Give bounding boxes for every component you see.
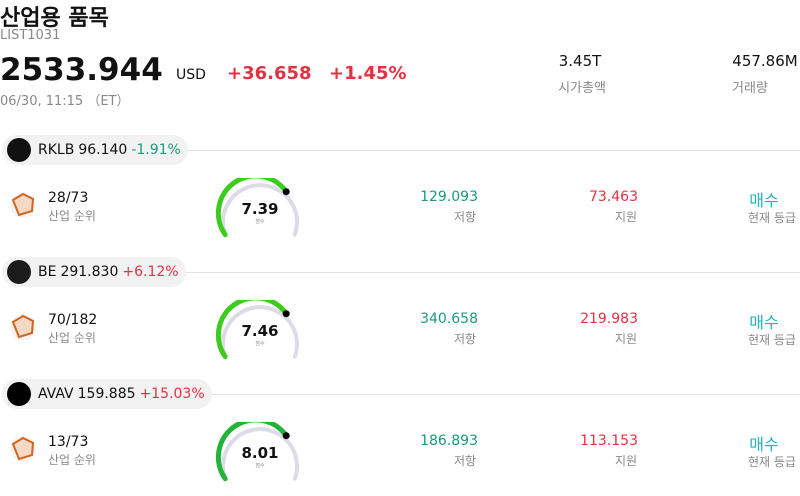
score-label: 점수 <box>255 219 265 225</box>
title: 산업용 품목 <box>0 6 109 31</box>
rank: 70/182 <box>48 312 98 328</box>
stock-logo <box>7 260 31 284</box>
score-gauge <box>215 300 299 360</box>
score-gauge <box>215 178 299 238</box>
stock-pill[interactable]: AVAV 159.885 +15.03% <box>2 379 212 409</box>
rating: 매수 <box>749 191 779 210</box>
stock-price: 96.140 <box>78 142 128 158</box>
score: 7.39 <box>241 200 279 218</box>
score-label: 점수 <box>255 463 265 469</box>
stock-price: 291.830 <box>60 264 119 280</box>
stock-pill[interactable]: BE 291.830 +6.12% <box>2 257 186 287</box>
price: 2533.944 <box>0 52 163 88</box>
rating-label: 현재 등급 <box>748 455 796 469</box>
support-label: 지원 <box>614 332 638 346</box>
resistance-label: 저항 <box>453 332 477 346</box>
rank-label: 산업 순위 <box>48 331 96 345</box>
code: LIST1031 <box>0 28 61 43</box>
stock-pill[interactable]: RKLB 96.140 -1.91% <box>2 135 188 165</box>
stock-change: -1.91% <box>131 142 181 158</box>
stock-section: RKLB 96.140 -1.91% 28/73 산업 순위 7.39 점수 129.093… <box>0 130 800 252</box>
stock-price: 159.885 <box>77 386 136 402</box>
time: 06/30, 11:15 （ET） <box>0 94 130 109</box>
score-label: 점수 <box>255 341 265 347</box>
stat-value: 3.45T <box>558 52 602 70</box>
stat-label: 시가총액 <box>558 81 606 96</box>
rank-icon <box>10 436 36 462</box>
rank-icon <box>10 192 36 218</box>
score-gauge <box>215 422 299 482</box>
support: 73.463 <box>589 189 638 205</box>
resistance-label: 저항 <box>453 454 477 468</box>
stat-label: 거래량 <box>732 81 768 96</box>
resistance: 340.658 <box>420 311 478 327</box>
rank: 28/73 <box>48 190 89 206</box>
rating-label: 현재 등급 <box>748 333 796 347</box>
score: 8.01 <box>241 444 279 462</box>
divider <box>180 272 800 273</box>
support: 219.983 <box>580 311 638 327</box>
rank-label: 산업 순위 <box>48 209 96 223</box>
rating: 매수 <box>749 435 779 454</box>
stat-value: 457.86M <box>732 52 798 70</box>
rank: 13/73 <box>48 434 89 450</box>
ticker: RKLB <box>38 142 75 158</box>
rating: 매수 <box>749 313 779 332</box>
stock-change: +15.03% <box>139 386 205 402</box>
divider <box>180 394 800 395</box>
stock-section: AVAV 159.885 +15.03% 13/73 산업 순위 8.01 점수 186.8… <box>0 374 800 496</box>
score: 7.46 <box>241 322 279 340</box>
divider <box>180 150 800 151</box>
resistance: 186.893 <box>420 433 478 449</box>
rating-label: 현재 등급 <box>748 211 796 225</box>
ticker: AVAV <box>38 386 74 402</box>
stock-logo <box>7 138 31 162</box>
currency: USD <box>176 67 206 83</box>
stock-change: +6.12% <box>122 264 179 280</box>
change-pct: +1.45% <box>329 63 407 84</box>
stock-section: BE 291.830 +6.12% 70/182 산업 순위 7.46 점수 340.658… <box>0 252 800 374</box>
resistance-label: 저항 <box>453 210 477 224</box>
change: +36.658 <box>227 63 312 84</box>
stock-logo <box>7 382 31 406</box>
support: 113.153 <box>580 433 638 449</box>
support-label: 지원 <box>614 210 638 224</box>
rank-icon <box>10 314 36 340</box>
support-label: 지원 <box>614 454 638 468</box>
ticker: BE <box>38 264 57 280</box>
resistance: 129.093 <box>420 189 478 205</box>
rank-label: 산업 순위 <box>48 453 96 467</box>
